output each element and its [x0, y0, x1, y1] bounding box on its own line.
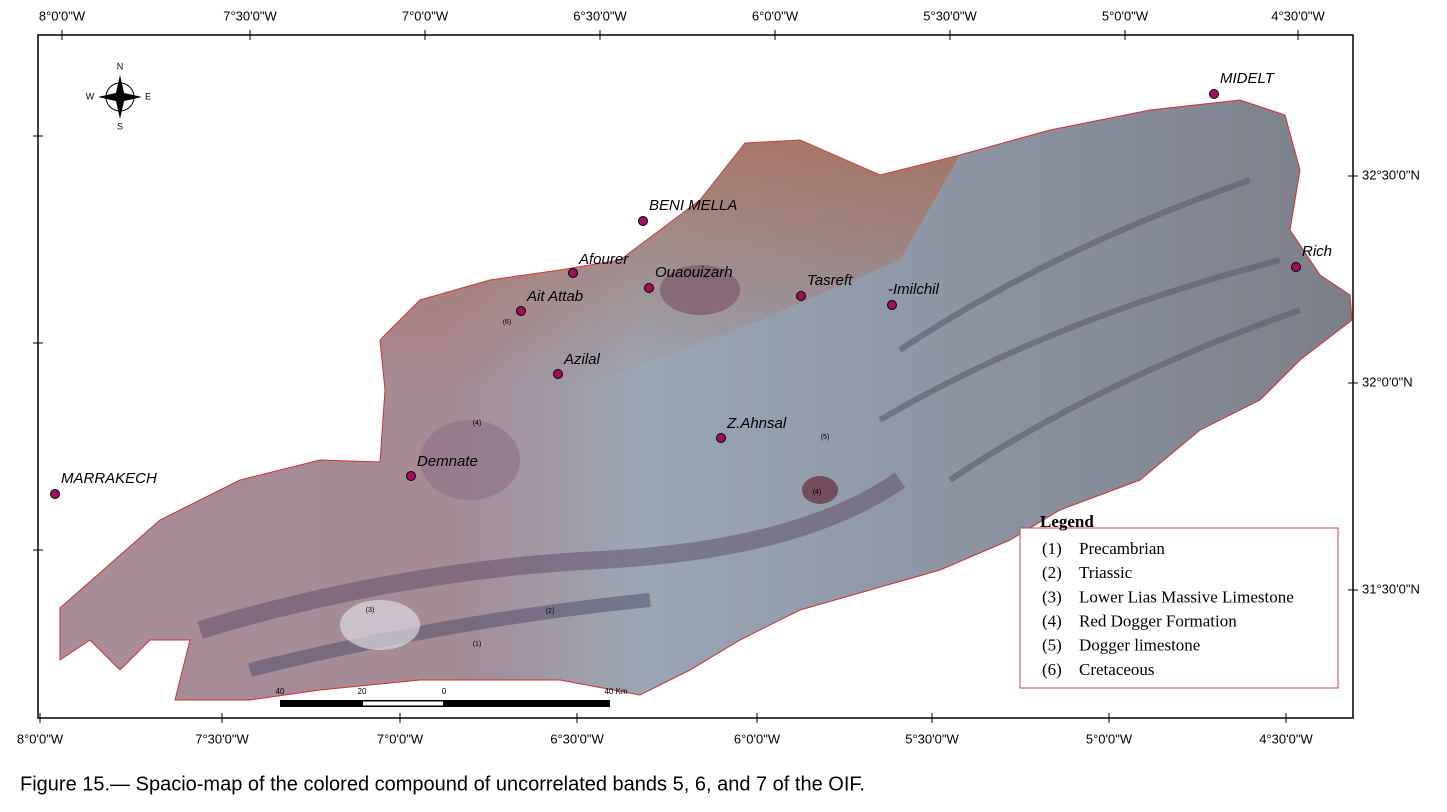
- scale-bar: [280, 700, 610, 707]
- city-marker: [887, 300, 897, 310]
- longitude-label: 7°30'0"W: [195, 731, 249, 746]
- legend: Legend: [1019, 512, 1339, 689]
- latitude-label: 31°30'0"N: [1362, 581, 1420, 596]
- longitude-label: 8°0'0"W: [17, 731, 64, 746]
- region: [59, 99, 1353, 701]
- city-marker: [553, 369, 563, 379]
- unit-label: (2): [546, 608, 555, 615]
- legend-number: (2): [1042, 563, 1062, 582]
- longitude-label: 5°0'0"W: [1086, 731, 1133, 746]
- longitude-label: 5°30'0"W: [905, 731, 959, 746]
- legend-name: Cretaceous: [1079, 660, 1155, 679]
- legend-number: (6): [1042, 660, 1062, 679]
- legend-name: Red Dogger Formation: [1079, 612, 1237, 631]
- legend-name: Lower Lias Massive Limestone: [1079, 587, 1294, 606]
- longitude-label: 7°30'0"W: [223, 8, 277, 23]
- unit-label: (1): [473, 641, 482, 648]
- legend-number: (4): [1042, 612, 1062, 631]
- latitude-label: 32°0'0"N: [1362, 374, 1413, 389]
- compass-s: S: [117, 121, 123, 131]
- compass-n: N: [117, 61, 124, 71]
- legend-number: (1): [1042, 539, 1062, 558]
- unit-label: (4): [473, 420, 482, 427]
- scale-label: 0: [442, 687, 447, 696]
- compass-e: E: [145, 91, 151, 101]
- longitude-label: 4°30'0"W: [1259, 731, 1313, 746]
- unit-label: (5): [821, 434, 830, 441]
- city-marker: [716, 433, 726, 443]
- city-label: Azilal: [563, 351, 601, 368]
- city-marker: [568, 268, 578, 278]
- legend-name: Triassic: [1079, 563, 1133, 582]
- city-marker: [516, 306, 526, 316]
- longitude-label: 4°30'0"W: [1271, 8, 1325, 23]
- longitude-label: 7°0'0"W: [402, 8, 449, 23]
- city-marker: [406, 471, 416, 481]
- longitude-label: 6°30'0"W: [550, 731, 604, 746]
- longitude-label: 8°0'0"W: [39, 8, 86, 23]
- unit-label: (3): [366, 607, 375, 614]
- city-marker: [644, 283, 654, 293]
- city-label: BENI MELLA: [649, 197, 737, 214]
- scale-label: 40: [276, 687, 285, 696]
- unit-label: (4): [813, 489, 822, 496]
- city-label: Demnate: [417, 453, 478, 470]
- longitude-label: 7°0'0"W: [377, 731, 424, 746]
- city-label: Ouaouizarh: [655, 264, 733, 281]
- city-label: MIDELT: [1220, 70, 1276, 87]
- city-marker: [50, 489, 60, 499]
- longitude-label: 5°30'0"W: [923, 8, 977, 23]
- longitude-label: 5°0'0"W: [1102, 8, 1149, 23]
- city-marker: [1209, 89, 1219, 99]
- city-label: Afourer: [578, 251, 629, 268]
- compass-w: W: [86, 91, 95, 101]
- scale-label: 40 Km: [604, 687, 627, 696]
- city-label: Z.Ahnsal: [726, 415, 787, 432]
- city-marker: [1291, 262, 1301, 272]
- city-label: Ait Attab: [526, 288, 583, 305]
- longitude-label: 6°30'0"W: [573, 8, 627, 23]
- city-label: Rich: [1302, 243, 1332, 260]
- city-label: MARRAKECH: [61, 470, 157, 487]
- city-marker: [796, 291, 806, 301]
- longitude-label: 6°0'0"W: [734, 731, 781, 746]
- compass: N S E W: [86, 61, 151, 131]
- scale-label: 20: [358, 687, 367, 696]
- city-label: Tasreft: [807, 272, 853, 289]
- city-marker: [638, 216, 648, 226]
- legend-number: (3): [1042, 587, 1062, 606]
- legend-name: Dogger limestone: [1079, 636, 1200, 655]
- legend-title: Legend: [1040, 512, 1094, 531]
- latitude-label: 32°30'0"N: [1362, 167, 1420, 182]
- legend-number: (5): [1042, 636, 1062, 655]
- longitude-label: 6°0'0"W: [752, 8, 799, 23]
- unit-label: (6): [503, 319, 512, 326]
- legend-name: Precambrian: [1079, 539, 1165, 558]
- caption: Figure 15.— Spacio-map of the colored co…: [20, 773, 865, 795]
- city-label: -Imilchil: [888, 281, 939, 298]
